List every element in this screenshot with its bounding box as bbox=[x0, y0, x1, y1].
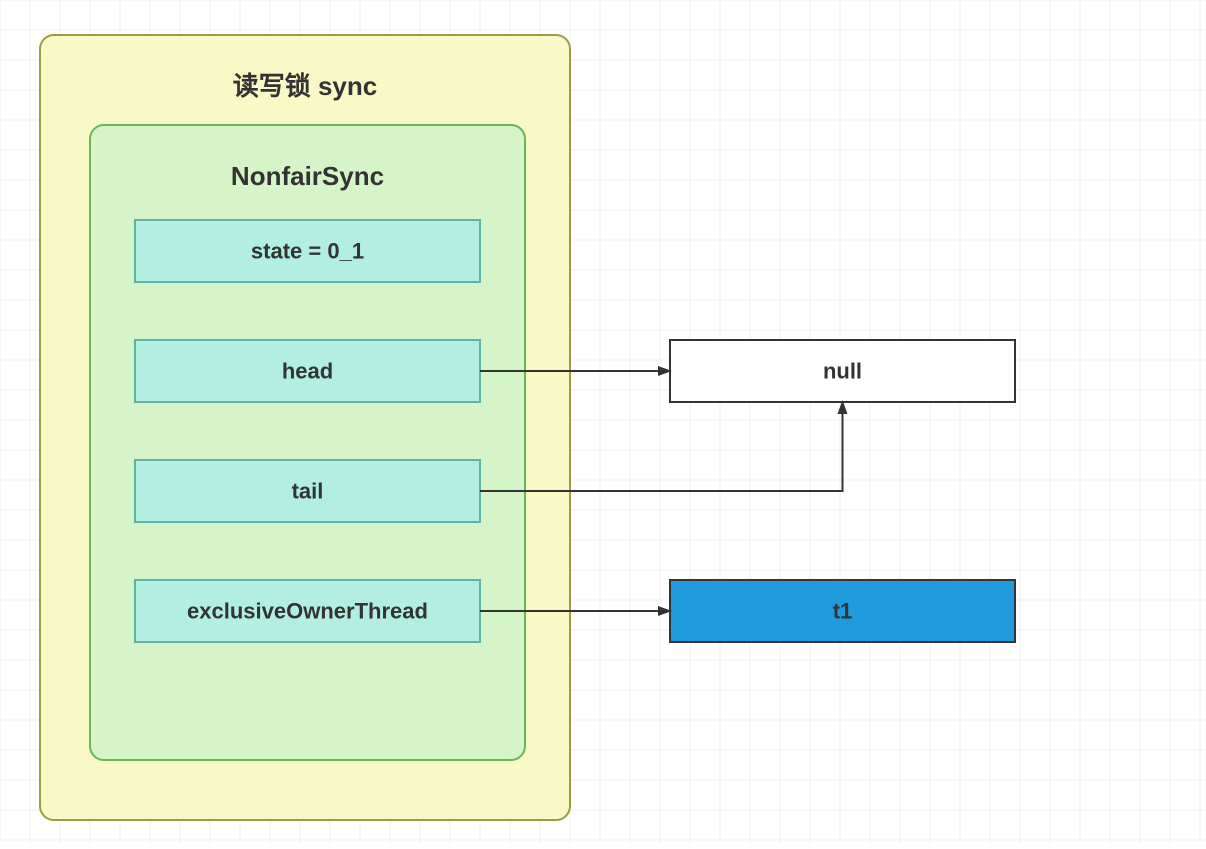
diagram-canvas: 读写锁 sync NonfairSync null t1 state = 0_1head… bbox=[0, 0, 1206, 844]
null_box-label: null bbox=[823, 359, 862, 384]
field-owner-label: exclusiveOwnerThread bbox=[187, 599, 428, 624]
inner-title: NonfairSync bbox=[231, 161, 384, 191]
outer-title: 读写锁 sync bbox=[233, 71, 378, 101]
field-state-label: state = 0_1 bbox=[251, 239, 364, 264]
t1_box-label: t1 bbox=[833, 599, 853, 624]
field-head-label: head bbox=[282, 359, 333, 384]
field-tail-label: tail bbox=[292, 479, 324, 504]
